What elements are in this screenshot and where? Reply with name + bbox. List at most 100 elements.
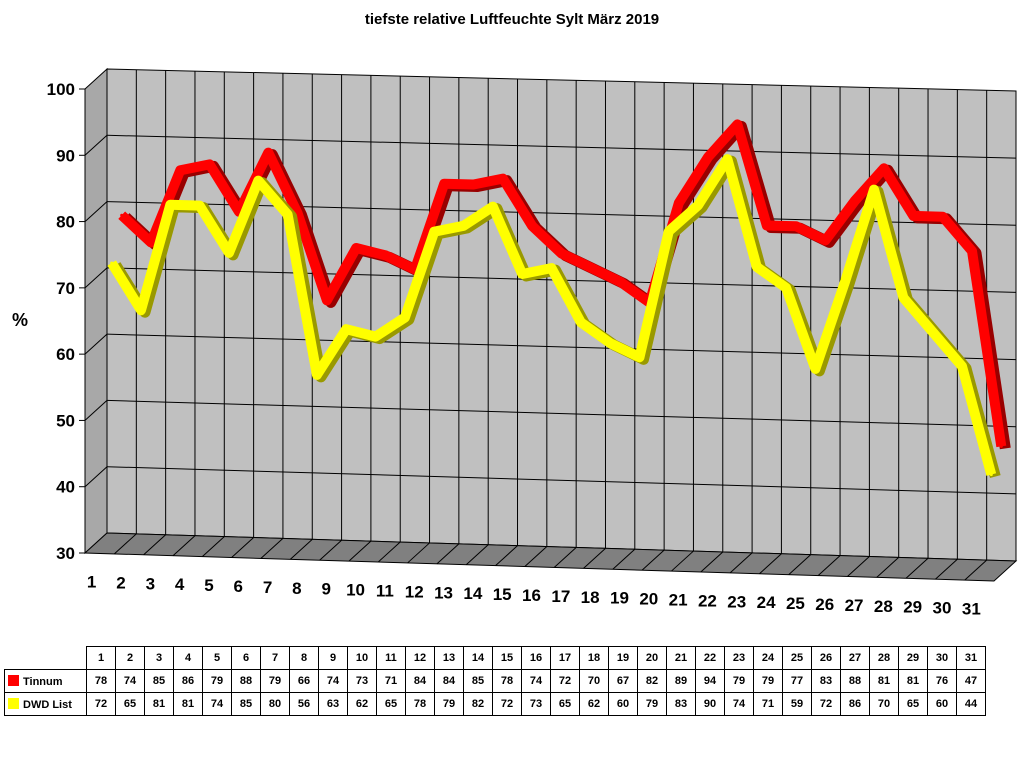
- data-point: [354, 246, 358, 250]
- data-point: [706, 155, 710, 159]
- table-header-cell: 7: [260, 646, 290, 670]
- table-cell: 81: [869, 669, 899, 693]
- data-point: [530, 224, 534, 228]
- side-gridline: [84, 201, 108, 222]
- x-axis-ticks: 1 2 3 4 5 6 7 8 9 10 11 12 13 14 15 16 17 18 19 20 21 22 23 24 2…: [87, 572, 981, 618]
- x-tick-label: 21: [669, 591, 688, 610]
- table-cell: 74: [115, 669, 145, 693]
- table-header-cell: 5: [202, 646, 232, 670]
- table-cell: 81: [173, 692, 203, 716]
- data-point: [579, 320, 583, 324]
- table-header-cell: 8: [289, 646, 319, 670]
- x-tick-label: 1: [87, 572, 96, 591]
- table-header-cell: 2: [115, 646, 145, 670]
- data-point: [344, 327, 348, 331]
- table-cell: 65: [898, 692, 928, 716]
- data-point: [638, 355, 641, 359]
- x-tick-label: 27: [845, 596, 864, 615]
- table-cell: 88: [231, 669, 261, 693]
- y-tick-label: 40: [56, 478, 75, 497]
- data-point: [735, 122, 739, 126]
- table-header-cell: 22: [695, 646, 725, 670]
- table-cell: 82: [637, 669, 667, 693]
- floor-gridline: [729, 552, 753, 574]
- table-header-cell: 21: [666, 646, 696, 670]
- floor-gridline: [172, 535, 196, 557]
- data-point: [325, 298, 329, 302]
- x-tick-label: 26: [815, 595, 834, 614]
- data-point: [120, 213, 124, 217]
- table-cell: 65: [550, 692, 580, 716]
- table-cell: 62: [347, 692, 377, 716]
- legend-swatch: [8, 697, 19, 709]
- table-header-cell: 26: [811, 646, 841, 670]
- floor: [83, 532, 1018, 582]
- legend-entry: Tinnum: [4, 669, 87, 693]
- data-point: [472, 183, 475, 186]
- data-point: [256, 179, 260, 183]
- floor-gridline: [847, 556, 870, 577]
- table-cell: 83: [666, 692, 696, 716]
- data-point: [139, 308, 143, 312]
- table-header-cell: 31: [956, 646, 986, 670]
- data-point: [237, 210, 241, 214]
- table-header-cell: 25: [782, 646, 812, 670]
- data-point: [589, 266, 593, 270]
- data-point: [608, 341, 612, 345]
- chart-gridlines: [84, 69, 1017, 561]
- data-point: [384, 253, 388, 257]
- x-tick-label: 31: [962, 600, 981, 619]
- table-cell: 67: [608, 669, 638, 693]
- floor-gridline: [201, 536, 225, 557]
- data-point: [960, 364, 964, 368]
- table-cell: 90: [695, 692, 725, 716]
- floor-gridline: [436, 543, 460, 565]
- floor-gridline: [700, 551, 724, 573]
- x-tick-label: 16: [522, 586, 541, 605]
- table-header-cell: 13: [434, 646, 464, 670]
- floor-gridline: [495, 545, 518, 567]
- table-cell: 66: [289, 669, 319, 693]
- floor-gridline: [377, 541, 401, 563]
- table-header-cell: 10: [347, 646, 377, 670]
- table-cell: 72: [811, 692, 841, 716]
- table-header-cell: 11: [376, 646, 406, 670]
- table-cell: 79: [260, 669, 290, 693]
- floor-gridline: [671, 550, 694, 572]
- y-tick-label: 100: [47, 80, 75, 99]
- table-cell: 77: [782, 669, 812, 693]
- table-cell: 83: [811, 669, 841, 693]
- x-tick-label: 28: [874, 597, 893, 616]
- y-tick-label: 60: [56, 345, 75, 364]
- x-tick-label: 3: [146, 574, 155, 593]
- data-point: [286, 213, 290, 216]
- table-cell: 78: [86, 669, 116, 693]
- data-point: [462, 224, 465, 228]
- x-tick-label: 12: [405, 582, 424, 601]
- table-cell: 72: [86, 692, 116, 716]
- data-point: [843, 281, 847, 285]
- data-point: [149, 241, 153, 244]
- side-gridline: [84, 400, 108, 421]
- table-cell: 71: [376, 669, 406, 693]
- data-point: [178, 168, 182, 172]
- table-cell: 79: [202, 669, 232, 693]
- y-tick-label: 50: [56, 411, 75, 430]
- table-cell: 76: [927, 669, 957, 693]
- table-header-cell: 14: [463, 646, 493, 670]
- data-point: [667, 229, 671, 233]
- table-row: DWD List 72 65 81 81 74 85 80 56 63 62 65 78 79 82 72 73…: [4, 692, 986, 716]
- table-cell: 56: [289, 692, 319, 716]
- x-tick-label: 4: [175, 575, 185, 594]
- table-cell: 74: [202, 692, 232, 716]
- data-point: [208, 162, 212, 166]
- table-cell: 59: [782, 692, 812, 716]
- table-header-cell: 9: [318, 646, 348, 670]
- x-tick-label: 10: [346, 581, 365, 600]
- series-0: [118, 119, 1011, 450]
- floor-gridline: [407, 542, 430, 564]
- x-tick-label: 13: [434, 583, 453, 602]
- table-cell: 74: [318, 669, 348, 693]
- horizontal-gridline: [106, 466, 1017, 495]
- floor-gridline: [876, 557, 900, 578]
